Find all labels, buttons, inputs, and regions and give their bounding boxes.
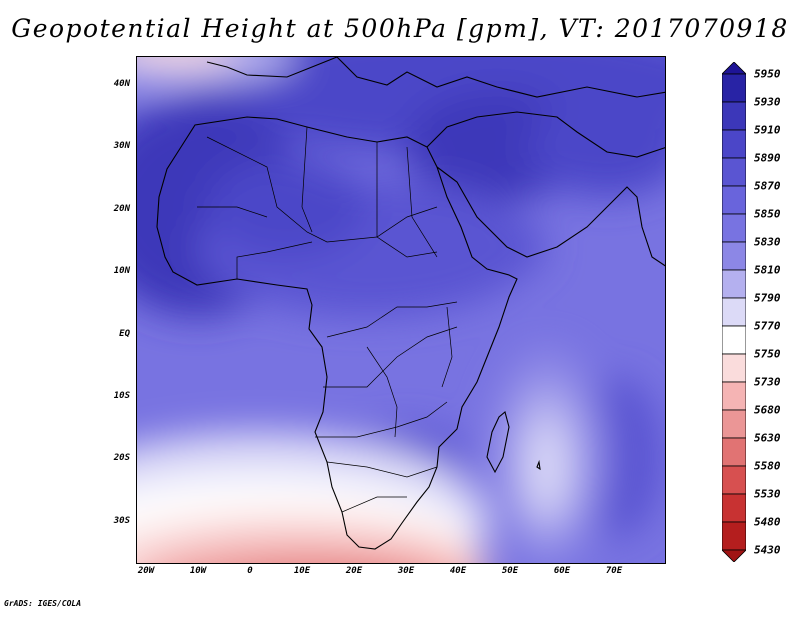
lat-label-10s: 10S xyxy=(113,391,130,401)
lon-label-0: 0 xyxy=(247,566,253,576)
colorbar-level-label: 5730 xyxy=(754,375,781,389)
lon-label-10e: 10E xyxy=(293,566,311,576)
colorbar-cell xyxy=(722,465,746,495)
colorbar-cell xyxy=(722,185,746,215)
colorbar-cell xyxy=(722,325,746,355)
lat-label-30s: 30S xyxy=(113,516,130,526)
lon-label-20w: 20W xyxy=(137,566,155,576)
height-field-map xyxy=(137,57,665,563)
lat-label-20n: 20N xyxy=(113,204,130,214)
colorbar-level-label: 5680 xyxy=(754,403,781,417)
colorbar-cell xyxy=(722,213,746,243)
colorbar-cell xyxy=(722,101,746,131)
colorbar-level-label: 5580 xyxy=(754,459,781,473)
colorbar-cell xyxy=(722,437,746,467)
colorbar-level-label: 5870 xyxy=(754,179,781,193)
lon-label-10w: 10W xyxy=(189,566,207,576)
colorbar-level-label: 5930 xyxy=(754,95,781,109)
colorbar-level-label: 5530 xyxy=(754,487,781,501)
colorbar-cell xyxy=(722,353,746,383)
lat-label-10n: 10N xyxy=(113,266,130,276)
colorbar-level-label: 5750 xyxy=(754,347,781,361)
lon-label-70e: 70E xyxy=(605,566,623,576)
colorbar-cell xyxy=(722,73,746,103)
field-contours xyxy=(137,57,665,563)
colorbar-cell xyxy=(722,297,746,327)
colorbar-level-label: 5430 xyxy=(754,543,781,557)
country-borders xyxy=(197,126,458,513)
colorbar-level-label: 5890 xyxy=(754,151,781,165)
colorbar xyxy=(722,62,746,562)
colorbar-level-label: 5790 xyxy=(754,291,781,305)
lon-label-30e: 30E xyxy=(397,566,415,576)
grads-credit: GrADS: IGES/COLA xyxy=(4,599,82,608)
colorbar-cell xyxy=(722,381,746,411)
colorbar-level-label: 5830 xyxy=(754,235,781,249)
colorbar-level-label: 5630 xyxy=(754,431,781,445)
colorbar-cell xyxy=(722,269,746,299)
colorbar-cell xyxy=(722,157,746,187)
colorbar-level-label: 5910 xyxy=(754,123,781,137)
lon-label-50e: 50E xyxy=(501,566,519,576)
lat-label-20s: 20S xyxy=(113,453,130,463)
colorbar-cell xyxy=(722,129,746,159)
colorbar-cell xyxy=(722,493,746,523)
map-title: Geopotential Height at 500hPa [gpm], VT:… xyxy=(11,14,789,43)
colorbar-cell xyxy=(722,549,746,562)
coastlines xyxy=(156,57,665,550)
colorbar-cell xyxy=(722,62,746,75)
colorbar-level-label: 5480 xyxy=(754,515,781,529)
colorbar-level-label: 5770 xyxy=(754,319,781,333)
lat-label-eq: EQ xyxy=(119,329,130,339)
colorbar-level-label: 5950 xyxy=(754,67,781,81)
lon-label-60e: 60E xyxy=(553,566,571,576)
lat-label-30n: 30N xyxy=(113,141,130,151)
colorbar-cell xyxy=(722,521,746,551)
lon-label-20e: 20E xyxy=(345,566,363,576)
map-plot xyxy=(136,56,666,564)
colorbar-cell xyxy=(722,241,746,271)
colorbar-level-label: 5850 xyxy=(754,207,781,221)
lat-label-40n: 40N xyxy=(113,79,130,89)
colorbar-cell xyxy=(722,409,746,439)
lon-label-40e: 40E xyxy=(449,566,467,576)
colorbar-level-label: 5810 xyxy=(754,263,781,277)
